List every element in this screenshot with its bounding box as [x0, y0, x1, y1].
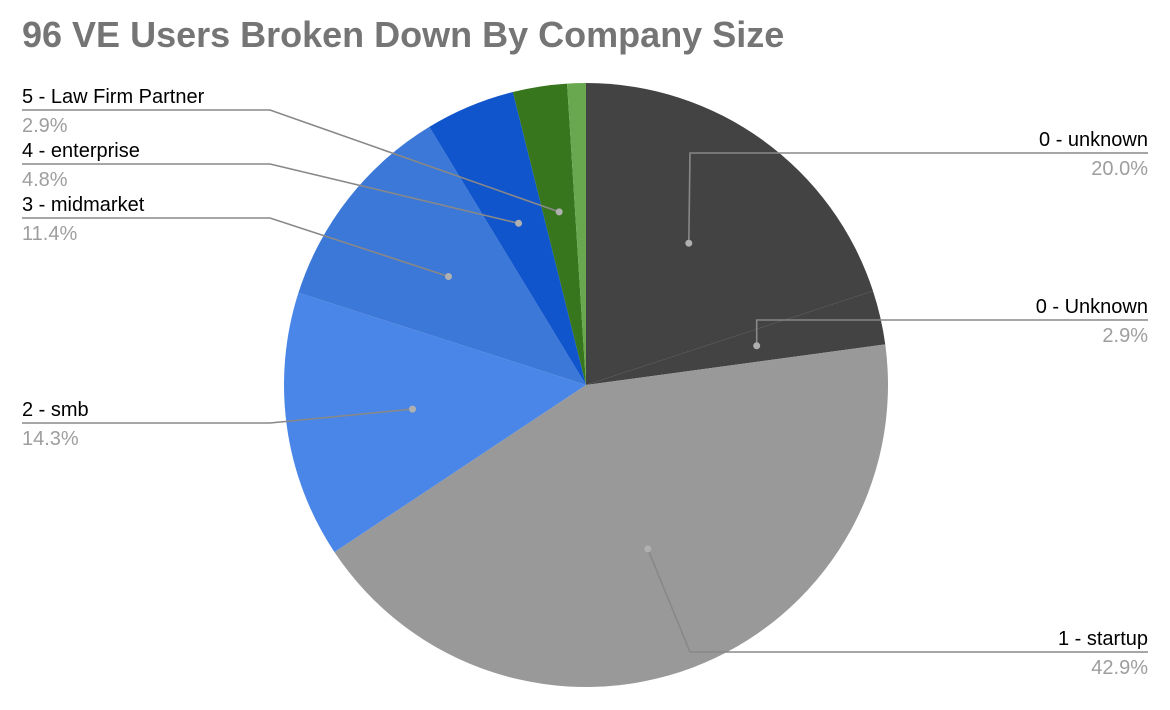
slice-percent-2-smb: 14.3% — [22, 428, 79, 450]
chart-title: 96 VE Users Broken Down By Company Size — [22, 14, 785, 55]
slice-label-4-enterprise: 4 - enterprise — [22, 140, 140, 162]
leader-lines — [22, 109, 1148, 653]
slice-label-5-law-firm-partner: 5 - Law Firm Partner — [22, 86, 205, 108]
leader-dot-0-unknown — [753, 342, 761, 350]
leader-line-0-unknown — [755, 319, 1148, 346]
slice-label-0-unknown: 0 - unknown — [1039, 129, 1148, 151]
leader-dot-3-midmarket — [445, 273, 452, 280]
pie-slice-2-smb[interactable] — [284, 292, 586, 553]
leader-dot-2-smb — [409, 405, 416, 413]
slice-percent-0-unknown: 2.9% — [1102, 325, 1148, 347]
slice-percent-0-unknown: 20.0% — [1091, 158, 1148, 180]
leader-line-3-midmarket — [22, 217, 449, 278]
leader-line-4-enterprise — [22, 163, 519, 225]
slice-label-3-midmarket: 3 - midmarket — [22, 194, 145, 216]
leader-line-5-law-firm-partner — [22, 109, 560, 213]
leader-dot-0-unknown — [685, 239, 693, 247]
pie-slice-unlabeled-7[interactable] — [567, 82, 586, 385]
pie-slice-5-law-firm-partner[interactable] — [512, 83, 586, 385]
slice-percent-3-midmarket: 11.4% — [22, 223, 77, 245]
pie-slice-0-unknown[interactable] — [586, 83, 873, 385]
pie-slice-4-enterprise[interactable] — [429, 91, 586, 386]
slice-label-0-unknown: 0 - Unknown — [1036, 296, 1148, 318]
slice-label-2-smb: 2 - smb — [22, 399, 89, 421]
slice-percent-1-startup: 42.9% — [1091, 657, 1148, 679]
pie-slices — [284, 82, 888, 687]
leader-dot-5-law-firm-partner — [555, 208, 563, 216]
slice-labels: 0 - unknown 20.0% 0 - Unknown 2.9% 1 - start… — [22, 86, 1148, 679]
slice-percent-5-law-firm-partner: 2.9% — [22, 115, 68, 137]
leader-dot-4-enterprise — [515, 219, 523, 227]
leader-line-2-smb — [22, 408, 413, 424]
pie-slice-1-startup[interactable] — [334, 344, 888, 687]
leader-line-0-unknown — [688, 152, 1148, 244]
pie-slice-3-midmarket[interactable] — [298, 126, 586, 385]
slice-label-1-startup: 1 - startup — [1058, 628, 1148, 650]
leader-line-1-startup — [647, 548, 1148, 653]
leader-dot-1-startup — [644, 545, 652, 553]
slice-percent-4-enterprise: 4.8% — [22, 169, 68, 191]
pie-slice-0-unknown[interactable] — [586, 290, 886, 385]
